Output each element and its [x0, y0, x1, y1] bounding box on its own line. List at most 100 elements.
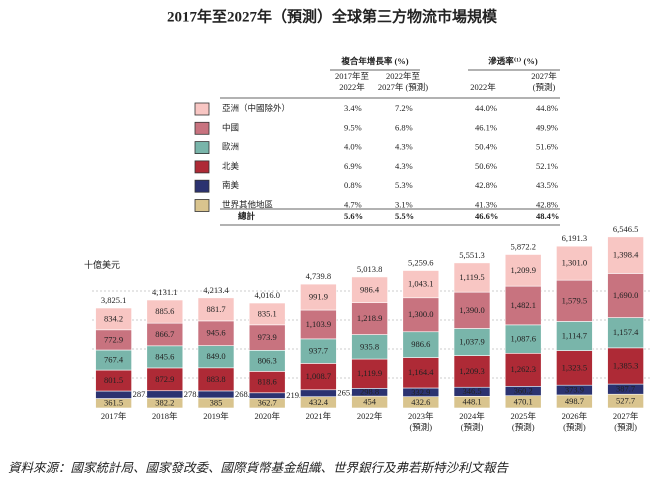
data-label: 1,218.9 [357, 313, 383, 323]
data-label: 362.7 [258, 398, 277, 408]
data-label: 1,482.1 [510, 300, 536, 310]
table-cell: 44.8% [536, 103, 558, 113]
table-column-header: 2022年 [339, 82, 365, 92]
data-label: 772.9 [104, 334, 123, 344]
bar-segment [146, 299, 184, 324]
data-label: 470.1 [514, 396, 533, 406]
data-label: 1,300.0 [408, 309, 434, 319]
x-tick-label: 2020年 [254, 411, 280, 421]
x-tick-label: 2018年 [152, 411, 178, 421]
bar-segment [402, 331, 440, 358]
total-label: 4,213.4 [203, 285, 229, 295]
table-cell: 46.6% [475, 211, 498, 221]
bar-segment [453, 328, 491, 356]
table-cell: 49.9% [536, 122, 558, 132]
bar-segment [95, 307, 132, 331]
legend-label: 北美 [222, 161, 240, 171]
bar-segment [607, 347, 644, 385]
data-label: 1,087.6 [510, 334, 536, 344]
bar-segment [146, 390, 184, 399]
source: 資料來源：國家統計局、國家發改委、國際貨幣基金組織、世界銀行及弗若斯特沙利文報告 [8, 461, 510, 475]
table-column-header: 2017年至 [335, 71, 370, 81]
data-label: 360.2 [514, 385, 533, 395]
data-label: 818.6 [258, 377, 277, 387]
data-label: 1,103.9 [306, 319, 332, 329]
legend-label: 南美 [222, 180, 240, 190]
bar-segment [607, 236, 644, 274]
unit-label: 十億美元 [84, 259, 120, 270]
table-group-header: 滲透率⁽¹⁾ (%) [488, 56, 538, 66]
legend-swatch [194, 102, 210, 116]
data-label: 219.4 [286, 390, 306, 400]
legend-swatch [194, 121, 210, 135]
table-cell: 41.3% [475, 199, 497, 209]
table-cell: 0.8% [344, 180, 362, 190]
data-label: 986.4 [360, 284, 380, 294]
bar-segment [197, 390, 235, 399]
data-label: 881.7 [206, 304, 225, 314]
data-label: 1,119.9 [357, 368, 382, 378]
data-label: 849.0 [206, 351, 225, 361]
total-label: 5,551.3 [459, 250, 485, 260]
data-label: 834.2 [104, 313, 123, 323]
bar-segment [197, 320, 235, 346]
table-cell: 44.0% [475, 103, 497, 113]
data-label: 1,390.0 [459, 305, 485, 315]
data-label: 346.5 [462, 386, 481, 396]
total-label: 5,872.2 [510, 241, 536, 251]
data-label: 432.6 [411, 397, 430, 407]
data-label: 361.5 [104, 398, 123, 408]
data-label: 806.3 [258, 355, 277, 365]
table-cell: 6.9% [344, 161, 362, 171]
table-cell: 48.4% [536, 211, 559, 221]
table-cell: 46.1% [475, 122, 497, 132]
data-label: 1,043.1 [408, 279, 434, 289]
legend-swatch [194, 199, 210, 212]
x-tick-label: (預測) [461, 422, 484, 432]
x-tick-label: (預測) [614, 422, 637, 432]
data-label: 935.8 [360, 341, 379, 351]
table-column-header: 2022年 [470, 82, 496, 92]
data-label: 986.6 [411, 339, 430, 349]
legend-swatch [194, 141, 210, 155]
legend-swatch [194, 160, 210, 174]
data-label: 298.8 [360, 387, 379, 397]
bar-segment [300, 338, 337, 364]
total-label: 3,825.1 [101, 295, 127, 305]
data-label: 1,037.9 [459, 336, 485, 346]
bar-segment [402, 270, 440, 299]
x-tick-label: 2023年 [408, 411, 434, 421]
data-label: 1,119.5 [459, 272, 484, 282]
data-label: 872.9 [155, 374, 174, 384]
legend-label: 中國 [222, 122, 239, 132]
bar-segment [453, 291, 491, 329]
total-label: 5,013.8 [357, 264, 383, 274]
data-label: 866.7 [155, 329, 174, 339]
table-group-header: 複合年增長率 (%) [340, 56, 408, 66]
x-tick-label: (預測) [563, 422, 586, 432]
data-label: 1,323.5 [562, 362, 588, 372]
data-label: 835.1 [258, 308, 277, 318]
table-cell: 5.5% [395, 211, 414, 221]
table-cell: 3.4% [344, 103, 362, 113]
x-tick-label: (預測) [512, 422, 535, 432]
table-cell: 4.3% [395, 142, 413, 152]
table-column-header: 2027年 [531, 71, 557, 81]
table-total-label: 總計 [238, 211, 256, 221]
table-cell: 5.3% [395, 180, 413, 190]
total-label: 4,739.8 [306, 271, 332, 281]
data-label: 527.7 [616, 396, 635, 406]
data-label: 287.6 [133, 389, 152, 399]
data-label: 845.6 [155, 351, 174, 361]
bar-segment [351, 358, 388, 389]
table-column-header: 2027年 (預測) [378, 82, 428, 92]
data-label: 432.4 [309, 397, 329, 407]
data-label: 1,164.4 [408, 367, 434, 377]
bar-segment [300, 389, 337, 397]
table-cell: 5.6% [344, 211, 363, 221]
bar-segment [351, 276, 388, 304]
bar-segment [197, 297, 235, 322]
table-cell: 52.1% [536, 161, 558, 171]
data-label: 1,690.0 [613, 290, 639, 300]
